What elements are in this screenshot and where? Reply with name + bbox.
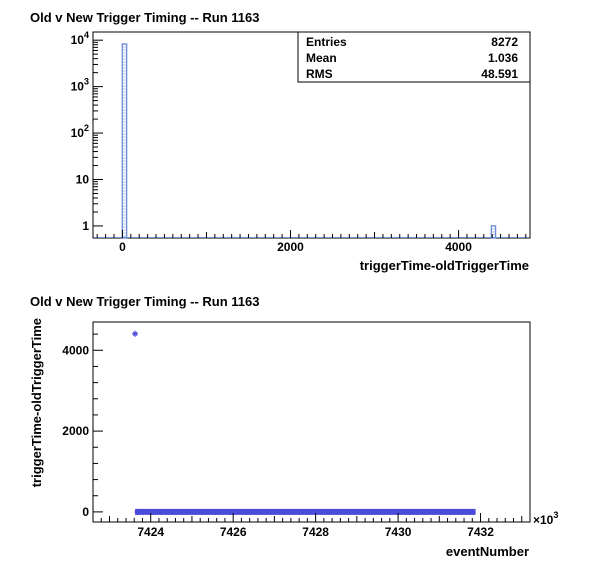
hist-y-tick-label: 1 <box>82 219 89 233</box>
scatter-x-tick-label: 7424 <box>137 525 164 539</box>
hist-x-tick-label: 2000 <box>277 240 304 254</box>
scatter-x-tick-label: 7426 <box>220 525 247 539</box>
hist-bars <box>94 43 529 239</box>
hist-y-tick-label: 102 <box>71 123 89 140</box>
stats-box-frame <box>297 31 531 83</box>
hist-x-axis-label: triggerTime-oldTriggerTime <box>360 258 529 273</box>
stats-rms-label: RMS <box>306 67 333 81</box>
stats-entries-label: Entries <box>306 35 347 49</box>
stats-box: Entries 8272 Mean 1.036 RMS 48.591 <box>297 31 531 83</box>
scatter-y-tick-label: 0 <box>82 505 89 519</box>
scatter-title: Old v New Trigger Timing -- Run 1163 <box>30 294 259 309</box>
hist-x-tick-label: 0 <box>119 240 126 254</box>
x-multiplier-label: ×103 <box>533 510 558 527</box>
scatter-marks <box>132 330 476 515</box>
scatter-y-tick-label: 2000 <box>62 424 89 438</box>
scatter-x-tick-label: 7428 <box>302 525 329 539</box>
stats-mean-label: Mean <box>306 51 337 65</box>
scatter-frame <box>92 321 531 523</box>
scatter-y-ticks: 0 2000 4000 <box>62 333 103 519</box>
scatter-x-tick-label: 7430 <box>385 525 412 539</box>
scatter-point-0 <box>132 330 139 337</box>
hist-x-tick-label: 4000 <box>445 240 472 254</box>
stats-rms-value: 48.591 <box>481 67 518 81</box>
hist-y-tick-label: 104 <box>71 30 89 47</box>
scatter-y-axis-label: triggerTime-oldTriggerTime <box>29 318 44 487</box>
stats-mean-value: 1.036 <box>488 51 518 65</box>
hist-y-tick-label: 10 <box>76 173 90 187</box>
scatter-y-tick-label: 4000 <box>62 343 89 357</box>
scatter-point-1 <box>134 508 141 515</box>
hist-x-ticks: 0 2000 4000 <box>96 230 527 254</box>
hist-title: Old v New Trigger Timing -- Run 1163 <box>30 10 259 25</box>
scatter-x-ticks: 7424 7426 7428 7430 7432 <box>100 513 531 539</box>
hist-y-tick-label: 103 <box>71 77 89 94</box>
stats-entries-value: 8272 <box>491 35 518 49</box>
scatter-x-tick-label: 7432 <box>467 525 494 539</box>
scatter-dense-band <box>135 508 476 515</box>
scatter-panel: Old v New Trigger Timing -- Run 1163 742… <box>29 294 558 559</box>
histogram-panel: Old v New Trigger Timing -- Run 1163 0 20… <box>30 10 531 273</box>
scatter-x-axis-label: eventNumber <box>446 544 529 559</box>
